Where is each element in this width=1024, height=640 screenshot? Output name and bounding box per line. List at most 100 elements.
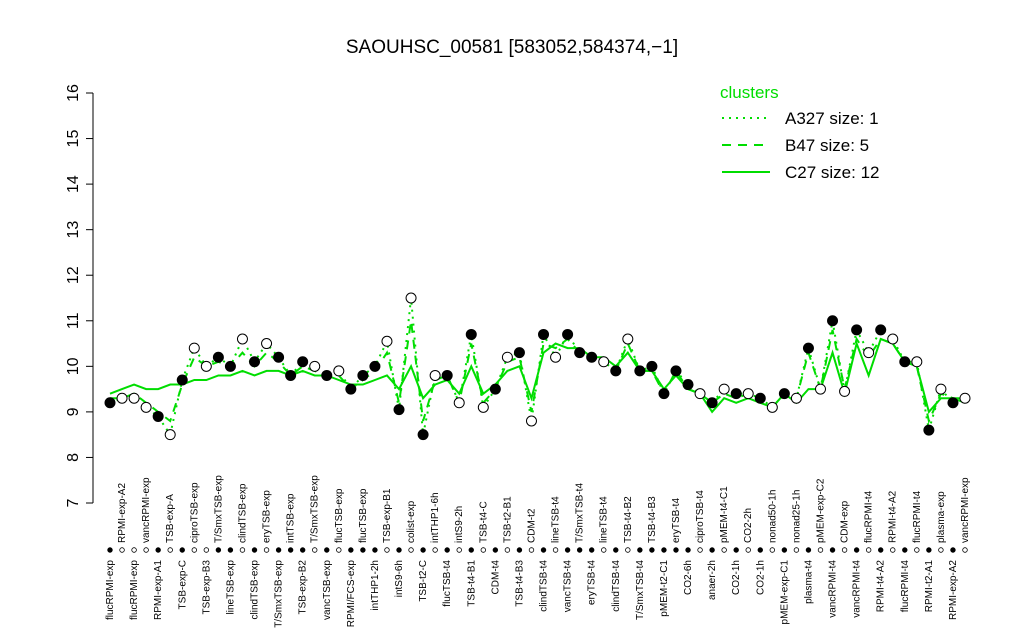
rug-dot xyxy=(420,547,426,553)
point xyxy=(911,356,923,368)
point xyxy=(610,365,622,377)
point xyxy=(176,374,188,386)
rug-dot xyxy=(601,547,607,553)
point xyxy=(164,429,176,441)
rug-dot xyxy=(287,547,294,553)
rug-dot xyxy=(697,547,703,553)
x-tick-label: CDM-exp xyxy=(840,500,851,543)
rug-dot xyxy=(119,547,125,553)
x-tick-label: RPMI-exp-A2 xyxy=(117,483,128,543)
point xyxy=(550,351,562,363)
rug-dot xyxy=(962,547,968,553)
point xyxy=(802,342,814,354)
x-tick-label: flucRPMI-t4 xyxy=(900,560,911,613)
x-tick-label: T/SmxTSB-t4 xyxy=(635,560,646,620)
point xyxy=(333,365,345,377)
rug-dot xyxy=(504,547,511,553)
point xyxy=(224,360,236,372)
x-tick-label: plasma-t4 xyxy=(803,560,814,604)
point xyxy=(369,360,381,372)
rug-dot xyxy=(312,547,318,553)
chart-title: SAOUHSC_00581 [583052,584374,−1] xyxy=(346,37,678,58)
rug-dot xyxy=(275,547,282,553)
x-tick-label: RPMI-exp-A1 xyxy=(153,560,164,620)
x-tick-label: CO2-1h xyxy=(755,560,766,595)
point xyxy=(935,383,947,395)
x-tick-label: TSB-exp-C xyxy=(177,560,188,609)
point xyxy=(562,328,574,340)
point xyxy=(309,360,321,372)
point xyxy=(670,365,682,377)
y-tick-label: 7 xyxy=(65,498,82,507)
x-tick-label: pMEM-t4-C1 xyxy=(719,486,730,543)
point xyxy=(200,360,212,372)
point xyxy=(345,383,357,395)
x-tick-label: plasma-exp xyxy=(936,491,947,543)
x-tick-label: colist-exp xyxy=(406,500,417,543)
y-tick-label: 9 xyxy=(65,407,82,416)
rug-dot xyxy=(588,547,595,553)
rug-dot xyxy=(384,547,390,553)
x-tick-label: anaer-2h xyxy=(707,560,718,600)
rug-dot xyxy=(673,547,679,553)
rug-dot xyxy=(227,547,234,553)
point xyxy=(152,410,164,422)
x-tick-label: CO2-6h xyxy=(683,560,694,595)
x-tick-label: TSB-exp-A xyxy=(165,494,176,543)
x-tick-label: T/SmxTSB-exp xyxy=(213,475,224,543)
x-tick-label: vancRPMI-exp xyxy=(141,477,152,543)
rug-dot xyxy=(215,547,222,553)
x-tick-label: TSB-t2-C xyxy=(418,560,429,602)
legend-label: C27 size: 12 xyxy=(785,163,880,182)
point xyxy=(538,328,550,340)
rug-dot xyxy=(733,547,739,553)
point xyxy=(297,356,309,368)
point xyxy=(790,392,802,404)
x-tick-label: intTSB-exp xyxy=(286,493,297,543)
x-tick-label: flucRPMI-t4 xyxy=(864,490,875,543)
rug-dot xyxy=(251,547,258,553)
point xyxy=(899,356,911,368)
x-tick-label: lineTSB-t4 xyxy=(599,496,610,543)
rug-dot xyxy=(661,547,667,553)
x-tick-label: clindTSB-t4 xyxy=(539,560,550,612)
x-tick-label: eryTSB-t4 xyxy=(671,498,682,543)
rug-dot xyxy=(480,547,487,553)
series-line xyxy=(109,337,966,414)
x-tick-label: TSB-exp-B2 xyxy=(298,560,309,615)
point xyxy=(140,401,152,413)
point xyxy=(875,324,887,336)
x-tick-label: ciproTSB-exp xyxy=(189,482,200,543)
rug-dot xyxy=(143,547,149,553)
x-tick-label: vancRPMI-t4 xyxy=(852,560,863,618)
point xyxy=(321,369,333,381)
x-tick-label: lineTSB-exp xyxy=(225,560,236,615)
x-tick-label: T/SmxTSB-exp xyxy=(274,560,285,628)
x-tick-label: pMEM-exp-C2 xyxy=(815,478,826,543)
y-tick-label: 13 xyxy=(65,221,82,239)
point xyxy=(273,351,285,363)
rug-dot xyxy=(191,547,197,553)
rug-dot xyxy=(179,547,185,553)
rug-dot xyxy=(926,547,932,553)
rug-dot xyxy=(540,547,547,553)
rug-dot xyxy=(492,547,499,553)
point xyxy=(405,292,417,304)
rug-dot xyxy=(841,547,848,553)
rug-dot xyxy=(890,547,896,553)
rug-dot xyxy=(769,547,776,553)
rug-dot xyxy=(155,547,161,553)
point xyxy=(947,397,959,409)
point xyxy=(959,392,971,404)
x-tick-label: TSB-t4-B1 xyxy=(466,560,477,607)
x-tick-label: RPMI-t4-A2 xyxy=(888,490,899,543)
y-tick-label: 12 xyxy=(65,266,82,284)
point xyxy=(429,369,441,381)
point xyxy=(188,342,200,354)
rug-dot xyxy=(781,547,788,553)
x-tick-label: clindTSB-t4 xyxy=(611,560,622,612)
rug-dot xyxy=(745,547,751,553)
rug-dot xyxy=(396,547,402,553)
point xyxy=(586,351,598,363)
